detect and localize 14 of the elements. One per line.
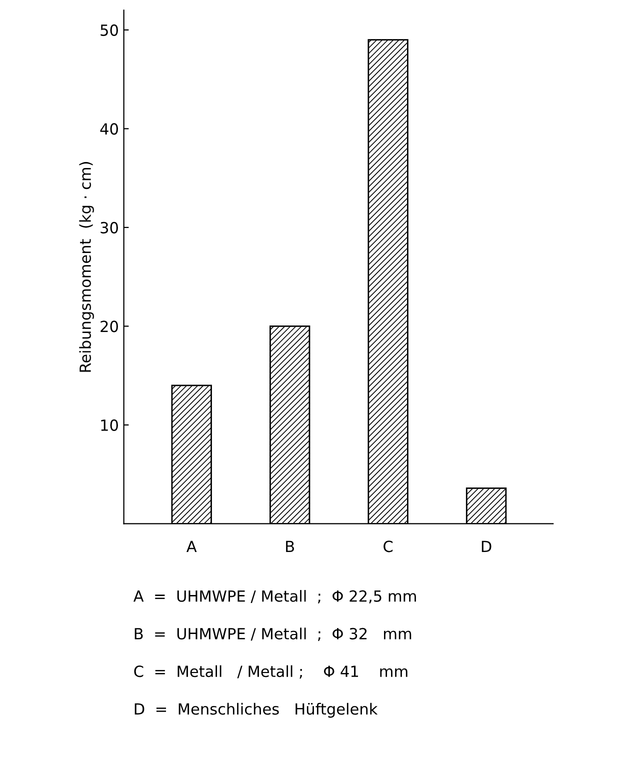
y-axis-title: Reibungsmoment (kg · cm) xyxy=(79,162,94,372)
text: D = Menschliches Hüftgelenk xyxy=(134,702,378,718)
text: A = UHMWPE / Metall ; Φ 22,5 mm xyxy=(133,590,416,604)
x-tick-label: D xyxy=(482,540,492,552)
text: C = Metall / Metall ; Φ 41 mm xyxy=(134,665,408,679)
x-tick-label: B xyxy=(286,540,294,552)
y-tick-label: 40 xyxy=(100,123,118,135)
y-tick-label: 30 xyxy=(100,222,118,234)
text: B = UHMWPE / Metall ; Φ 32 mm xyxy=(134,628,412,642)
y-tick-label: 10 xyxy=(101,419,118,431)
y-tick-label: 50 xyxy=(100,24,118,36)
y-tick-label: 20 xyxy=(100,320,118,332)
x-tick-label: C xyxy=(384,540,393,552)
x-tick-label: A xyxy=(186,540,197,552)
